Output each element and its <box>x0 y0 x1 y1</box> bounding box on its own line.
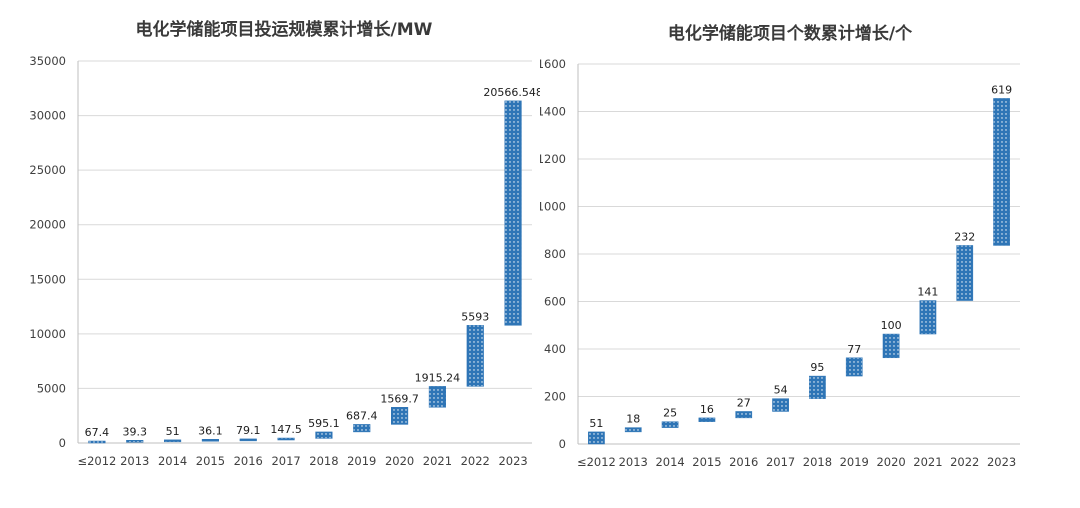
data-label: 20566.548 <box>483 86 540 99</box>
plot-area: 0 5000 10000 15000 20000 25000 30000 35000 67.4 ≤… <box>29 54 540 468</box>
data-label: 79.1 <box>236 424 261 437</box>
chart-title: 电化学储能项目投运规模累计增长/MW <box>136 19 433 40</box>
x-tick-label: 2019 <box>840 455 869 469</box>
data-label: 95 <box>810 361 824 374</box>
bar <box>391 407 409 425</box>
y-tick-label: 5000 <box>37 381 66 395</box>
bar <box>772 398 789 412</box>
x-tick-label: 2016 <box>234 454 263 468</box>
y-tick-label: 1000 <box>540 200 566 214</box>
x-tick-label: 2023 <box>498 454 527 468</box>
data-label: 36.1 <box>198 424 223 437</box>
chart-count: 电化学储能项目个数累计增长/个 0 200 400 600 800 1000 1200 140… <box>540 0 1080 508</box>
data-label: 1569.7 <box>380 392 419 405</box>
bar <box>88 440 106 444</box>
y-tick-label: 200 <box>544 390 566 404</box>
x-tick-label: 2017 <box>766 455 795 469</box>
chart-title: 电化学储能项目个数累计增长/个 <box>668 23 913 44</box>
data-label: 67.4 <box>85 426 110 439</box>
y-tick-label: 0 <box>559 437 566 451</box>
data-label: 619 <box>991 83 1012 96</box>
data-label: 100 <box>881 319 902 332</box>
y-tick-label: 30000 <box>29 109 66 123</box>
x-tick-label: 2022 <box>461 454 490 468</box>
y-tick-label: 10000 <box>29 327 66 341</box>
bar <box>588 431 605 445</box>
y-tick-label: 800 <box>544 247 566 261</box>
x-tick-label: 2015 <box>196 454 225 468</box>
bar <box>277 437 295 441</box>
bar <box>164 439 182 443</box>
x-tick-label: 2020 <box>876 455 905 469</box>
bar <box>735 411 753 419</box>
data-label: 687.4 <box>346 409 378 422</box>
plot-area: 0 200 400 600 800 1000 1200 1400 1600 51 ≤2012 18 20… <box>540 57 1020 469</box>
x-tick-label: 2023 <box>987 455 1016 469</box>
x-tick-label: ≤2012 <box>77 454 116 468</box>
y-tick-label: 400 <box>544 342 566 356</box>
x-tick-label: 2018 <box>803 455 832 469</box>
x-tick-label: 2020 <box>385 454 414 468</box>
y-tick-label: 1200 <box>540 152 566 166</box>
data-label: 54 <box>774 384 788 397</box>
data-label: 595.1 <box>308 417 340 430</box>
bar <box>353 424 371 433</box>
chart-capacity: 电化学储能项目投运规模累计增长/MW 0 5000 10000 15000 20000 2… <box>29 19 540 468</box>
bar <box>809 375 826 399</box>
x-tick-label: 2018 <box>309 454 338 468</box>
x-tick-label: 2013 <box>120 454 149 468</box>
x-tick-label: 2021 <box>913 455 942 469</box>
bar <box>126 440 144 443</box>
x-tick-label: 2019 <box>347 454 376 468</box>
data-label: 25 <box>663 407 677 420</box>
bar <box>919 300 937 335</box>
data-label: 51 <box>589 417 603 430</box>
data-label: 77 <box>847 343 861 356</box>
bar <box>993 98 1010 246</box>
x-tick-label: 2014 <box>158 454 187 468</box>
x-tick-label: 2022 <box>950 455 979 469</box>
y-tick-label: 600 <box>544 295 566 309</box>
bar <box>201 439 219 442</box>
bar <box>315 431 333 439</box>
bar <box>624 427 642 433</box>
x-tick-label: 2014 <box>655 455 684 469</box>
data-label: 5593 <box>461 310 489 323</box>
chart-count-svg: 电化学储能项目个数累计增长/个 0 200 400 600 800 1000 1200 140… <box>540 23 1020 469</box>
data-label: 1915.24 <box>415 371 461 384</box>
data-label: 27 <box>737 396 751 409</box>
y-tick-label: 1400 <box>540 105 566 119</box>
x-tick-label: 2021 <box>423 454 452 468</box>
x-tick-label: ≤2012 <box>577 455 616 469</box>
y-tick-label: 35000 <box>29 54 66 68</box>
x-tick-label: 2013 <box>619 455 648 469</box>
bar <box>239 438 257 442</box>
bar <box>466 325 484 387</box>
data-label: 18 <box>626 413 640 426</box>
y-tick-label: 15000 <box>29 272 66 286</box>
data-label: 16 <box>700 403 714 416</box>
data-label: 147.5 <box>270 423 302 436</box>
bar <box>698 417 716 422</box>
data-label: 39.3 <box>123 425 148 438</box>
y-tick-label: 25000 <box>29 163 66 177</box>
bar <box>504 100 522 326</box>
y-tick-label: 1600 <box>540 57 566 71</box>
bar <box>956 245 974 301</box>
data-label: 141 <box>917 286 938 299</box>
x-tick-label: 2017 <box>271 454 300 468</box>
y-tick-label: 0 <box>59 436 66 450</box>
data-label: 51 <box>166 425 180 438</box>
x-tick-label: 2015 <box>692 455 721 469</box>
data-label: 232 <box>954 230 975 243</box>
y-tick-label: 20000 <box>29 218 66 232</box>
chart-capacity-svg: 电化学储能项目投运规模累计增长/MW 0 5000 10000 15000 20000 2… <box>29 19 540 468</box>
bar <box>661 421 679 428</box>
bar <box>428 386 446 408</box>
bar <box>845 357 863 377</box>
bar <box>882 333 900 359</box>
x-tick-label: 2016 <box>729 455 758 469</box>
